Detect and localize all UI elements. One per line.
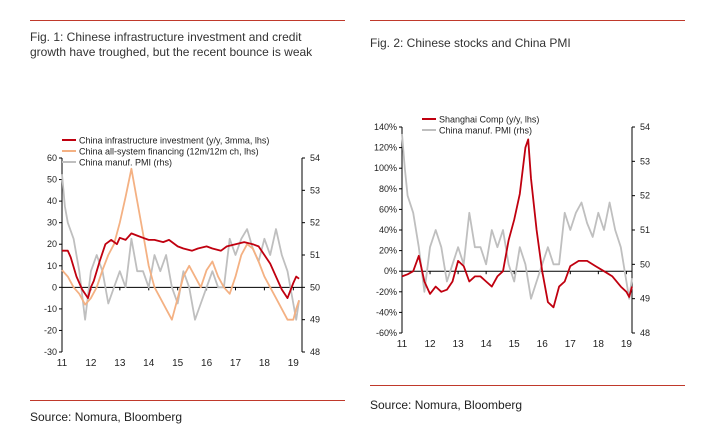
fig1-series-line-1 (62, 232, 300, 300)
fig2-legend-label-1: Shanghai Comp (y/y, lhs) (439, 115, 539, 125)
fig1-left-tick-label: -20 (44, 325, 57, 335)
fig2-left-tick-label: 60% (379, 204, 397, 214)
fig2-right-tick-label: 50 (640, 259, 650, 269)
fig1-series-line-2 (61, 167, 300, 321)
fig2-left-tick-label: 40% (379, 225, 397, 235)
fig1-x-tick-label: 12 (85, 358, 97, 369)
fig1-x-tick-label: 15 (172, 358, 184, 369)
fig1-left-tick-label: -30 (44, 347, 57, 357)
fig1-x-tick-label: 14 (143, 358, 155, 369)
fig1-x-tick-label: 13 (114, 358, 126, 369)
right-chart-title: Fig. 2: Chinese stocks and China PMI (370, 36, 571, 50)
fig2-x-tick-label: 19 (621, 339, 633, 350)
fig1-legend-label-1: China infrastructure investment (y/y, 3m… (79, 136, 269, 146)
fig2-right-tick-label: 54 (640, 122, 650, 132)
fig2-right-tick-label: 49 (640, 294, 650, 304)
fig2-right-tick-label: 53 (640, 156, 650, 166)
fig1-x-tick-label: 19 (288, 358, 300, 369)
left-top-rule (30, 20, 345, 21)
fig2-x-tick-label: 11 (397, 339, 408, 350)
fig2-left-tick-label: 20% (379, 246, 397, 256)
fig1-left-tick-label: 10 (47, 261, 57, 271)
fig2-left-tick-label: 0% (384, 266, 397, 276)
fig1-x-tick-label: 18 (259, 358, 271, 369)
fig2-x-tick-label: 16 (537, 339, 549, 350)
fig1-left-tick-label: 40 (47, 196, 57, 206)
right-top-rule (370, 20, 685, 21)
fig1-right-tick-label: 53 (310, 185, 320, 195)
fig1-right-tick-label: 51 (310, 250, 320, 260)
right-bottom-rule (370, 385, 685, 386)
fig1-x-tick-label: 17 (230, 358, 242, 369)
fig2-x-tick-label: 12 (424, 339, 436, 350)
fig1-left-tick-label: -10 (44, 304, 57, 314)
fig1-left-tick-label: 0 (52, 282, 57, 292)
fig2-series-line-2 (401, 133, 633, 300)
fig2-left-tick-label: -20% (376, 287, 397, 297)
fig2-left-tick-label: 100% (374, 163, 397, 173)
fig1-right-tick-label: 50 (310, 282, 320, 292)
fig2-left-tick-label: 80% (379, 184, 397, 194)
fig2-right-tick-label: 51 (640, 225, 650, 235)
left-title-line-1: Fig. 1: Chinese infrastructure investmen… (30, 30, 302, 44)
fig1-legend-label-2: China all-system financing (12m/12m ch, … (79, 147, 259, 157)
right-source: Source: Nomura, Bloomberg (370, 398, 523, 412)
fig1-legend-label-3: China manuf. PMI (rhs) (79, 158, 172, 168)
fig1-right-tick-label: 52 (310, 218, 320, 228)
fig1-left-tick-label: 50 (47, 175, 57, 185)
fig1-right-tick-label: 49 (310, 315, 320, 325)
fig2-left-tick-label: 120% (374, 143, 397, 153)
fig2-left-tick-label: -60% (376, 328, 397, 338)
left-chart-title: Fig. 1: Chinese infrastructure investmen… (30, 30, 350, 60)
fig1-x-tick-label: 11 (57, 358, 68, 369)
fig1-right-tick-label: 48 (310, 347, 320, 357)
fig2-x-tick-label: 15 (509, 339, 521, 350)
fig2-x-tick-label: 13 (453, 339, 465, 350)
fig2-left-tick-label: 140% (374, 122, 397, 132)
fig1-right-tick-label: 54 (310, 153, 320, 163)
left-title-line-2: growth have troughed, but the recent bou… (30, 45, 313, 59)
fig2-x-tick-label: 14 (481, 339, 493, 350)
fig2-series-line-1 (401, 138, 633, 309)
fig1-left-tick-label: 60 (47, 153, 57, 163)
fig2-x-tick-label: 18 (593, 339, 605, 350)
fig2-x-tick-label: 17 (565, 339, 577, 350)
fig1-left-tick-label: 30 (47, 218, 57, 228)
fig2-right-tick-label: 52 (640, 191, 650, 201)
fig2-legend-label-2: China manuf. PMI (rhs) (439, 126, 532, 136)
left-source: Source: Nomura, Bloomberg (30, 410, 183, 424)
fig2-right-tick-label: 48 (640, 328, 650, 338)
fig1-left-tick-label: 20 (47, 239, 57, 249)
fig2-left-tick-label: -40% (376, 307, 397, 317)
fig1-x-tick-label: 16 (201, 358, 213, 369)
left-bottom-rule (30, 400, 345, 401)
